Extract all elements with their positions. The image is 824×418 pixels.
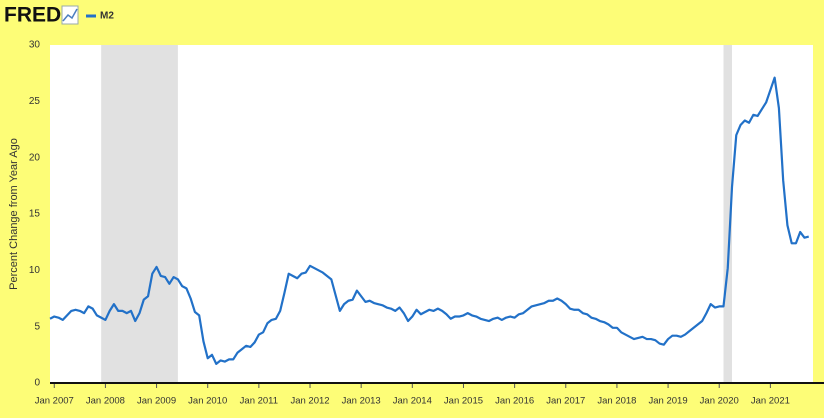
x-tick-label: Jan 2007 <box>35 396 74 407</box>
logo-icon <box>61 5 79 25</box>
y-tick-label: 10 <box>29 265 41 276</box>
x-tick-label: Jan 2009 <box>137 396 176 407</box>
x-tick-label: Jan 2014 <box>393 396 432 407</box>
y-tick-label: 25 <box>29 96 41 107</box>
recession-band <box>101 45 178 383</box>
x-tick-label: Jan 2012 <box>290 396 329 407</box>
x-tick-label: Jan 2011 <box>240 396 278 407</box>
y-tick-label: 30 <box>29 40 41 51</box>
x-tick-label: Jan 2018 <box>597 396 636 407</box>
x-tick-label: Jan 2008 <box>86 396 125 407</box>
y-axis-label: Percent Change from Year Ago <box>8 138 20 290</box>
y-tick-label: 15 <box>29 209 41 220</box>
y-tick-label: 20 <box>29 152 41 163</box>
logo[interactable]: FRED <box>4 4 61 27</box>
logo-icon-line <box>62 8 78 22</box>
x-tick-label: Jan 2021 <box>751 396 790 407</box>
x-tick-label: Jan 2017 <box>546 396 585 407</box>
recession-band <box>723 45 733 383</box>
legend-label: M2 <box>100 11 114 22</box>
x-tick-label: Jan 2016 <box>495 396 534 407</box>
y-tick-label: 0 <box>34 378 40 389</box>
x-tick-label: Jan 2013 <box>342 396 381 407</box>
x-tick-label: Jan 2020 <box>700 396 739 407</box>
x-tick-label: Jan 2015 <box>444 396 483 407</box>
y-tick-label: 5 <box>34 321 40 332</box>
x-tick-label: Jan 2019 <box>649 396 688 407</box>
series-line <box>49 76 810 365</box>
x-tick-label: Jan 2010 <box>188 396 227 407</box>
